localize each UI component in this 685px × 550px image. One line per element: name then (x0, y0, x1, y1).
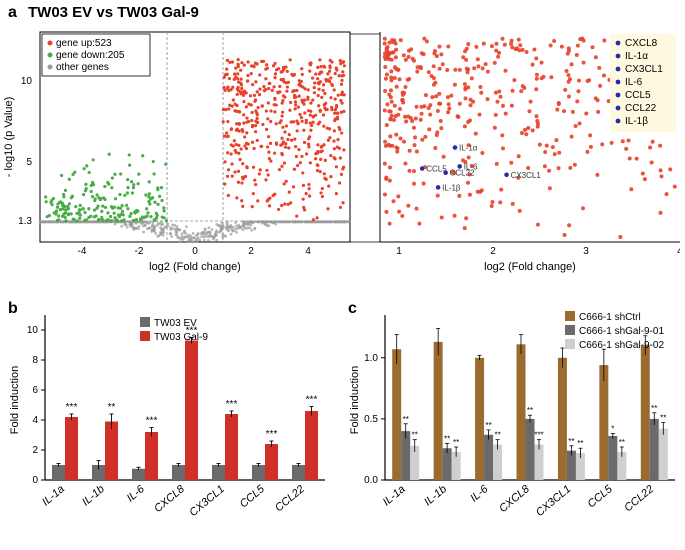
volcano-left-ylabel: - log10 (p Value) (3, 97, 15, 178)
panel-b-svg: Fold induction 0246810 *****************… (0, 305, 335, 550)
svg-text:***: *** (534, 431, 543, 440)
svg-text:IL-6: IL-6 (125, 483, 148, 505)
svg-text:10: 10 (21, 76, 33, 87)
volcano-left-legend: gene up:523 gene down:205 other genes (42, 34, 150, 76)
svg-text:IL-1β: IL-1β (625, 116, 648, 127)
svg-text:CX3CL1: CX3CL1 (534, 483, 574, 519)
svg-text:2: 2 (248, 246, 254, 257)
svg-text:2: 2 (490, 246, 496, 257)
svg-text:**: ** (660, 414, 666, 423)
svg-text:***: *** (226, 399, 238, 410)
svg-text:CCL5: CCL5 (586, 483, 616, 511)
svg-text:1.0: 1.0 (364, 353, 378, 364)
svg-text:**: ** (485, 421, 491, 430)
svg-text:CCL5: CCL5 (238, 483, 268, 511)
svg-text:6: 6 (32, 385, 38, 396)
svg-text:IL-1β: IL-1β (442, 183, 461, 192)
svg-text:1: 1 (396, 246, 402, 257)
svg-text:gene up:523: gene up:523 (56, 38, 112, 49)
svg-text:10: 10 (27, 325, 39, 336)
svg-text:IL-1a: IL-1a (40, 483, 67, 508)
svg-text:IL-1b: IL-1b (422, 483, 449, 508)
svg-text:**: ** (453, 438, 459, 447)
svg-text:**: ** (494, 431, 500, 440)
panel-c-svg: Fold induction 0.00.51.0 ***************… (340, 305, 685, 550)
svg-text:IL-6: IL-6 (468, 483, 491, 505)
svg-text:CXCL8: CXCL8 (625, 38, 658, 49)
svg-text:C666-1 shCtrl: C666-1 shCtrl (579, 312, 641, 323)
svg-text:**: ** (108, 402, 116, 413)
svg-text:**: ** (651, 404, 657, 413)
svg-text:4: 4 (677, 246, 680, 257)
svg-text:**: ** (444, 434, 450, 443)
svg-text:C666-1 shGal-9-02: C666-1 shGal-9-02 (579, 340, 664, 351)
svg-text:1.3: 1.3 (18, 216, 32, 227)
svg-text:5: 5 (26, 157, 32, 168)
svg-text:0.5: 0.5 (364, 414, 378, 425)
svg-text:C666-1 shGal-9-01: C666-1 shGal-9-01 (579, 326, 664, 337)
svg-text:*: * (611, 425, 614, 434)
svg-text:CX3CL1: CX3CL1 (511, 171, 542, 180)
svg-text:***: *** (266, 429, 278, 440)
svg-text:IL-1α: IL-1α (625, 51, 648, 62)
svg-text:**: ** (568, 437, 574, 446)
svg-text:-2: -2 (135, 246, 144, 257)
svg-text:CCL22: CCL22 (273, 483, 307, 514)
svg-text:**: ** (527, 406, 533, 415)
panel-a-svg: 1.3 5 10 -4 -2 0 2 4 log2 (Fold change) … (0, 22, 680, 292)
svg-text:**: ** (619, 438, 625, 447)
svg-text:CCL22: CCL22 (625, 103, 657, 114)
svg-text:3: 3 (583, 246, 589, 257)
svg-text:CXCL8: CXCL8 (152, 483, 188, 516)
svg-text:0: 0 (192, 246, 198, 257)
svg-text:TW03 Gal-9: TW03 Gal-9 (154, 332, 208, 343)
svg-text:IL-1b: IL-1b (80, 483, 107, 508)
volcano-right-xlabel: log2 (Fold change) (484, 261, 576, 273)
svg-text:IL-6: IL-6 (625, 77, 643, 88)
svg-text:0.0: 0.0 (364, 475, 378, 486)
svg-text:***: *** (146, 416, 158, 427)
svg-text:4: 4 (32, 415, 38, 426)
svg-text:CCL5: CCL5 (625, 90, 651, 101)
panel-b-ylabel: Fold induction (9, 366, 21, 435)
svg-text:IL-1α: IL-1α (459, 144, 478, 153)
svg-text:CCL22: CCL22 (450, 169, 475, 178)
svg-text:2: 2 (32, 445, 38, 456)
svg-text:TW03 EV: TW03 EV (154, 318, 197, 329)
svg-text:gene down:205: gene down:205 (56, 50, 125, 61)
svg-text:**: ** (403, 415, 409, 424)
svg-text:CCL22: CCL22 (622, 483, 656, 514)
svg-text:CXCL8: CXCL8 (497, 483, 533, 516)
volcano-left: 1.3 5 10 -4 -2 0 2 4 log2 (Fold change) … (3, 32, 380, 273)
svg-text:4: 4 (305, 246, 311, 257)
svg-text:***: *** (306, 395, 318, 406)
svg-text:0: 0 (32, 475, 38, 486)
svg-text:CX3CL1: CX3CL1 (625, 64, 663, 75)
svg-text:other genes: other genes (56, 62, 109, 73)
svg-text:**: ** (577, 439, 583, 448)
panel-a-label: a (8, 4, 17, 22)
figure-title: TW03 EV vs TW03 Gal-9 (28, 4, 199, 21)
panel-c-ylabel: Fold induction (349, 366, 361, 435)
svg-text:**: ** (412, 431, 418, 440)
volcano-left-xlabel: log2 (Fold change) (149, 261, 241, 273)
svg-text:***: *** (66, 402, 78, 413)
figure-root: a TW03 EV vs TW03 Gal-9 1.3 5 10 -4 -2 0… (0, 0, 685, 548)
volcano-right: 1 2 3 4 log2 (Fold change) CXCL8 IL-1α CX3… (380, 32, 680, 273)
svg-text:8: 8 (32, 355, 38, 366)
svg-text:CX3CL1: CX3CL1 (187, 483, 227, 519)
svg-text:IL-1a: IL-1a (381, 483, 408, 508)
svg-text:-4: -4 (78, 246, 87, 257)
